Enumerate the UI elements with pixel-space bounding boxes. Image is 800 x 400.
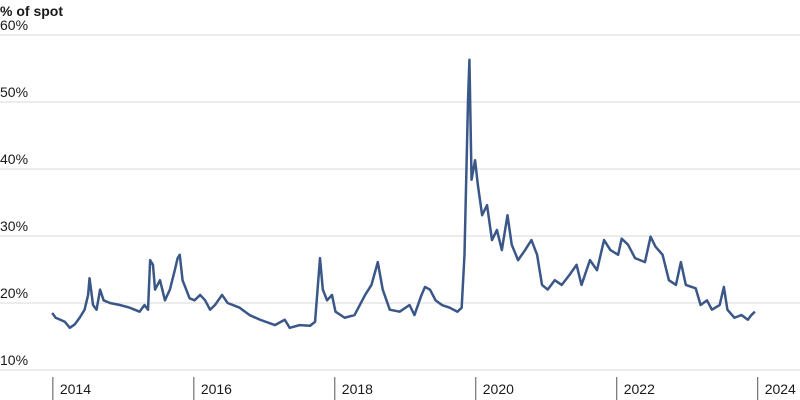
x-tick-label: 2014 (60, 381, 91, 397)
y-tick-label: 30% (0, 218, 28, 234)
x-tick-label: 2024 (765, 381, 796, 397)
x-tick-label: 2018 (342, 381, 373, 397)
y-tick-label: 40% (0, 151, 28, 167)
y-tick-label: 50% (0, 84, 28, 100)
axis-title: % of spot (0, 3, 63, 19)
data-line (51, 58, 756, 330)
x-tick-label: 2016 (201, 381, 232, 397)
x-tick-label: 2022 (624, 381, 655, 397)
x-tick-label: 2020 (483, 381, 514, 397)
y-tick-label: 10% (0, 352, 28, 368)
y-tick-label: 20% (0, 285, 28, 301)
y-tick-label: 60% (0, 17, 28, 33)
